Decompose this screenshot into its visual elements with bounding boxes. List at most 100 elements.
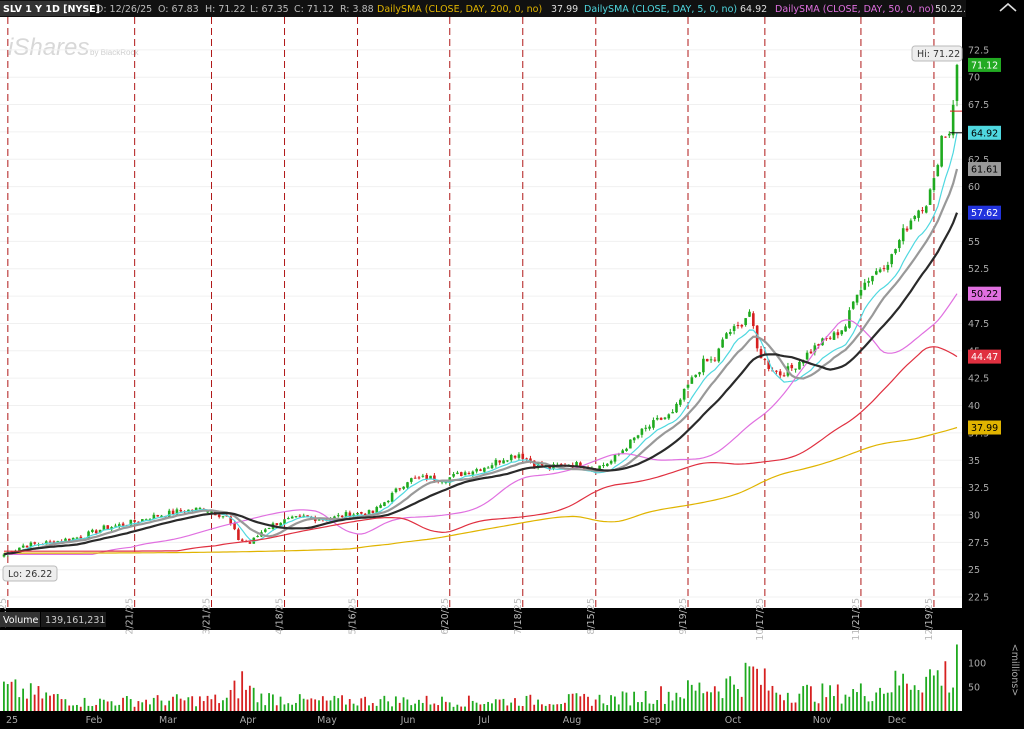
candle-body — [632, 437, 636, 441]
volume-bar — [894, 670, 897, 711]
symbol-box[interactable] — [0, 1, 90, 16]
candle-body — [752, 313, 755, 327]
volume-bar — [371, 703, 374, 711]
candle-body — [878, 269, 882, 273]
volume-bar — [252, 687, 255, 711]
ishares-logo: iShares by BlackRock — [8, 34, 139, 61]
candle-body — [471, 471, 475, 475]
candle-body — [198, 507, 202, 509]
candle-body — [452, 474, 455, 477]
header-open: O: 67.83 — [158, 4, 199, 15]
header-date: D: 12/26/25 — [96, 4, 152, 15]
volume-bar — [936, 670, 939, 711]
candle-body — [502, 460, 505, 464]
candle-body — [901, 228, 905, 242]
candle-body — [248, 542, 252, 544]
volume-bar — [14, 679, 17, 711]
volume-bar — [225, 697, 228, 711]
volume-bars — [3, 644, 958, 711]
month-label: 25 — [6, 715, 18, 726]
candle-body — [290, 516, 294, 519]
candle-body — [79, 536, 83, 539]
candle-body — [117, 524, 121, 527]
volume-bar — [925, 676, 928, 711]
header-high: H: 71.22 — [205, 4, 246, 15]
candle-body — [121, 523, 125, 526]
study-sma5-label[interactable]: DailySMA (CLOSE, DAY, 5, 0, no) — [584, 4, 737, 15]
candle-body — [171, 510, 175, 515]
volume-bar — [168, 700, 171, 711]
candle-body — [264, 529, 267, 532]
candle-body — [705, 358, 709, 362]
volume-bar — [533, 704, 536, 711]
studies-more[interactable]: ... — [960, 4, 969, 15]
candle-body — [413, 477, 417, 479]
event-date-label: 12/19/25 — [924, 598, 935, 641]
volume-bar — [68, 705, 71, 711]
volume-bar — [640, 702, 643, 711]
volume-bar — [487, 701, 489, 711]
volume-bar — [102, 699, 105, 711]
volume-bar — [502, 698, 505, 711]
candle-body — [540, 463, 544, 467]
candle-body — [928, 189, 932, 205]
volume-header: Volume 139,161,231 — [0, 612, 106, 627]
candle-body — [294, 516, 298, 518]
time-axis: 25 Feb Mar Apr May Jun Jul Aug Sep Oct Nov Dec — [6, 715, 906, 726]
price-tick-label: 27.5 — [968, 538, 989, 549]
volume-bar — [137, 701, 140, 711]
volume-bar — [587, 696, 589, 711]
candle-body — [2, 554, 6, 557]
study-sma200-label[interactable]: DailySMA (CLOSE, DAY, 200, 0, no) — [377, 4, 542, 15]
chevron-up-icon[interactable] — [966, 0, 1024, 17]
volume-bar — [410, 705, 413, 711]
volume-bar — [122, 697, 124, 711]
candle-body — [721, 339, 724, 348]
volume-bar — [210, 699, 213, 711]
logo-main: iShares — [8, 34, 89, 61]
volume-bar — [756, 668, 758, 711]
volume-bar — [41, 698, 44, 711]
header-values: SLV 1 Y 1D [NYSE] D: 12/26/25 O: 67.83 H… — [0, 1, 969, 16]
volume-bar — [948, 692, 951, 711]
candle-body — [702, 358, 705, 373]
candle-body — [33, 542, 37, 544]
volume-bar — [99, 698, 101, 711]
volume-bar — [195, 706, 197, 711]
volume-bar — [833, 696, 835, 711]
volume-bar — [45, 692, 48, 711]
candle-body — [463, 472, 467, 476]
volume-bar — [133, 706, 136, 711]
candle-body — [625, 448, 628, 452]
candle-body — [679, 399, 682, 405]
price-panel[interactable] — [0, 17, 962, 608]
candle-body — [306, 515, 309, 517]
price-badge-label: 57.62 — [971, 208, 998, 219]
candle-body — [179, 509, 183, 512]
candle-body — [609, 461, 613, 464]
volume-bar — [606, 705, 609, 711]
volume-bar — [348, 699, 351, 711]
header-close: C: 71.12 — [294, 4, 334, 15]
volume-bar — [33, 694, 36, 711]
candle-body — [951, 104, 955, 136]
header-range: R: 3.88 — [340, 4, 374, 15]
candle-body — [363, 513, 367, 516]
volume-bar — [698, 682, 701, 711]
volume-panel[interactable] — [0, 630, 962, 711]
candle-body — [855, 294, 859, 303]
candle-body — [828, 337, 832, 339]
candle-body — [141, 519, 144, 522]
candle-body — [433, 475, 436, 481]
symbol-label[interactable]: SLV 1 Y 1D [NYSE] — [3, 4, 100, 15]
candle-body — [848, 310, 851, 328]
volume-unit: <millions> — [1009, 644, 1020, 697]
candle-body — [494, 459, 498, 466]
volume-bar — [621, 691, 624, 711]
candle-body — [932, 178, 936, 191]
study-sma50-label[interactable]: DailySMA (CLOSE, DAY, 50, 0, no) — [775, 4, 934, 15]
volume-bar — [775, 692, 778, 711]
volume-bar — [944, 661, 947, 711]
candle-body — [521, 453, 525, 459]
